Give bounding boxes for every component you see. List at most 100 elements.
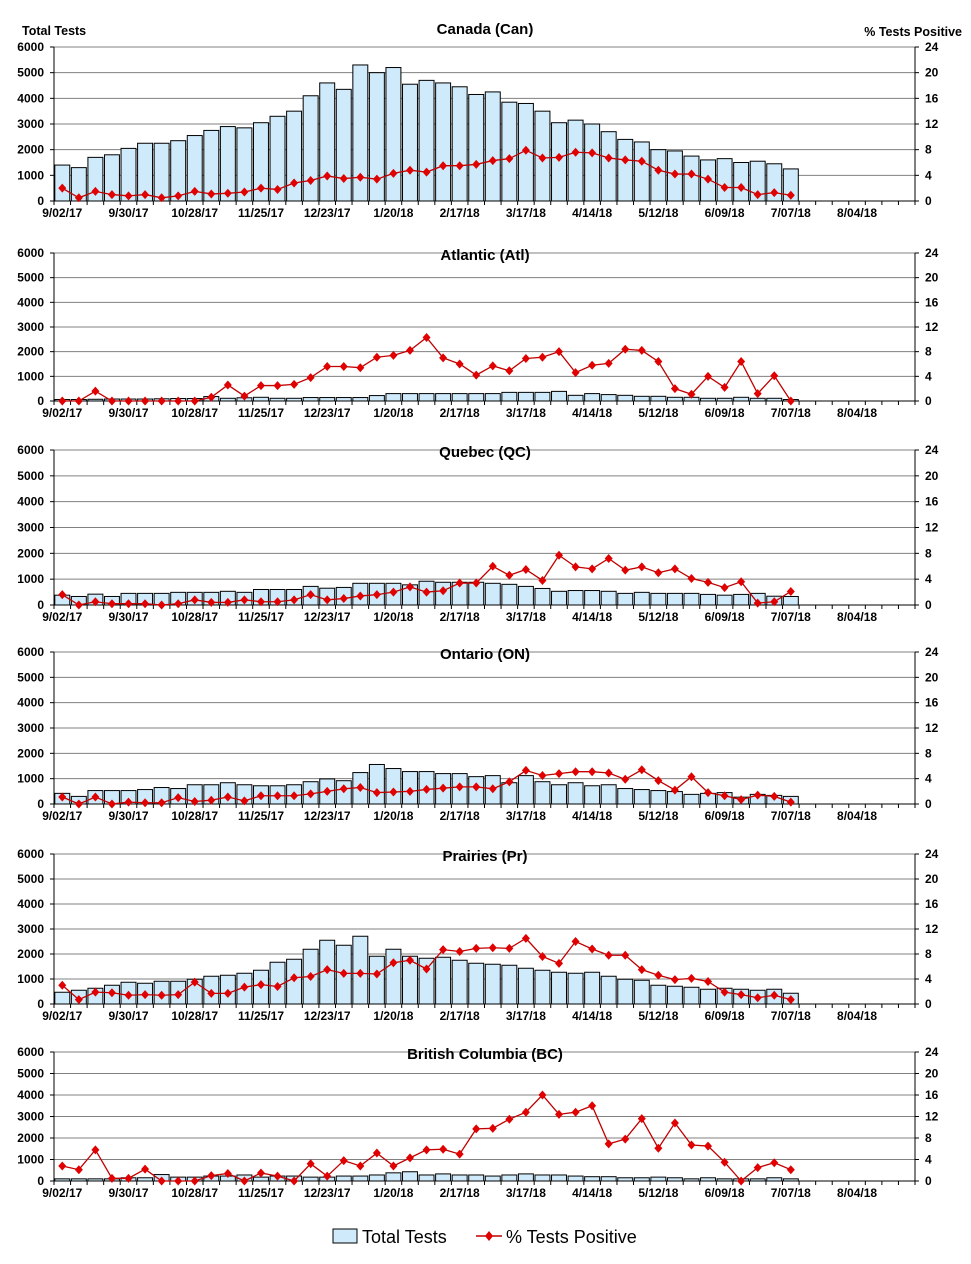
marker-pct-positive xyxy=(786,586,795,596)
marker-pct-positive xyxy=(372,1148,381,1158)
marker-pct-positive xyxy=(107,1173,116,1183)
bar-total-tests xyxy=(650,395,667,402)
marker-pct-positive xyxy=(770,990,779,1000)
bar-total-tests xyxy=(567,1175,584,1182)
marker-pct-positive xyxy=(704,371,713,381)
bar-total-tests xyxy=(683,986,700,1005)
marker-pct-positive xyxy=(621,950,630,960)
y2-tick-label: 24 xyxy=(925,1045,939,1059)
marker-pct-positive xyxy=(737,795,746,805)
bar-total-tests xyxy=(484,91,501,202)
x-tick-label: 5/12/18 xyxy=(638,1186,678,1200)
marker-pct-positive xyxy=(704,977,713,986)
marker-pct-positive xyxy=(786,797,795,807)
x-tick-label: 8/04/18 xyxy=(837,206,877,220)
bar-total-tests xyxy=(269,397,286,402)
bar-total-tests xyxy=(567,972,584,1005)
bar-total-tests xyxy=(435,393,452,402)
marker-pct-positive xyxy=(422,167,431,177)
bar-total-tests xyxy=(186,135,203,202)
x-tick-label: 1/20/18 xyxy=(373,809,413,823)
marker-pct-positive xyxy=(290,178,299,188)
bar-total-tests xyxy=(633,789,650,805)
marker-pct-positive xyxy=(786,995,795,1005)
y2-tick-label: 24 xyxy=(925,645,939,659)
x-tick-label: 7/07/18 xyxy=(771,406,811,420)
y2-tick-label: 0 xyxy=(925,797,932,811)
panel-4: 0 1000 2000 3000 4000 5000 6000 0 4 8 12 16 20 24 9/02… xyxy=(17,847,938,1023)
bar-total-tests xyxy=(534,1174,551,1182)
bar-total-tests xyxy=(716,594,733,606)
marker-pct-positive xyxy=(737,183,746,193)
x-tick-label: 9/30/17 xyxy=(108,1186,148,1200)
bar-total-tests xyxy=(54,164,71,202)
marker-pct-positive xyxy=(654,165,663,175)
chart-title: British Columbia (BC) xyxy=(407,1046,563,1063)
x-tick-label: 10/28/17 xyxy=(171,206,218,220)
bar-total-tests xyxy=(385,948,402,1005)
marker-pct-positive xyxy=(621,565,630,575)
marker-pct-positive xyxy=(306,789,315,799)
marker-pct-positive xyxy=(521,353,530,363)
marker-pct-positive xyxy=(323,965,332,975)
y2-tick-label: 16 xyxy=(925,1088,939,1102)
marker-pct-positive xyxy=(704,577,713,587)
bar-total-tests xyxy=(551,784,567,805)
marker-pct-positive xyxy=(670,975,679,985)
marker-pct-positive xyxy=(240,1176,249,1186)
legend: Total Tests % Tests Positive xyxy=(332,1227,637,1247)
marker-pct-positive xyxy=(58,1161,67,1171)
marker-pct-positive xyxy=(488,1123,497,1133)
bar-total-tests xyxy=(418,1174,435,1182)
legend-line-label: % Tests Positive xyxy=(506,1227,637,1247)
bar-total-tests xyxy=(683,793,700,805)
marker-pct-positive xyxy=(223,988,232,998)
marker-pct-positive xyxy=(555,1109,564,1119)
bar-total-tests xyxy=(484,582,501,606)
bar-total-tests xyxy=(302,1176,319,1182)
marker-pct-positive xyxy=(223,188,232,198)
marker-pct-positive xyxy=(472,782,481,792)
bar-total-tests xyxy=(335,1175,352,1182)
marker-pct-positive xyxy=(555,152,564,162)
marker-pct-positive xyxy=(256,381,265,391)
marker-pct-positive xyxy=(621,344,630,354)
x-tick-label: 11/25/17 xyxy=(238,206,284,220)
bar-total-tests xyxy=(170,140,187,202)
x-tick-label: 6/09/18 xyxy=(705,610,745,624)
bar-total-tests xyxy=(385,67,402,202)
marker-pct-positive xyxy=(505,570,514,580)
marker-pct-positive xyxy=(455,161,464,171)
bar-total-tests xyxy=(567,394,584,402)
marker-pct-positive xyxy=(207,189,216,199)
marker-pct-positive xyxy=(91,987,100,997)
bar-total-tests xyxy=(252,1176,269,1182)
x-tick-label: 7/07/18 xyxy=(771,809,811,823)
y-tick-label: 2000 xyxy=(17,345,44,359)
x-tick-label: 9/30/17 xyxy=(108,1009,148,1023)
marker-pct-positive xyxy=(588,944,597,954)
bar-total-tests xyxy=(666,985,683,1005)
bar-total-tests xyxy=(567,119,584,202)
marker-pct-positive xyxy=(356,363,365,373)
y2-tick-label: 4 xyxy=(925,772,932,786)
bar-total-tests xyxy=(534,781,551,805)
marker-pct-positive xyxy=(670,169,679,179)
x-tick-label: 7/07/18 xyxy=(771,610,811,624)
x-tick-label: 9/30/17 xyxy=(108,809,148,823)
y-tick-label: 6000 xyxy=(17,443,44,457)
marker-pct-positive xyxy=(240,595,249,605)
y2-tick-label: 0 xyxy=(925,394,932,408)
bar-total-tests xyxy=(666,1177,683,1182)
x-tick-label: 2/17/18 xyxy=(440,1009,480,1023)
chart-title: Ontario (ON) xyxy=(440,646,530,663)
y2-tick-label: 0 xyxy=(925,598,932,612)
y-tick-label: 4000 xyxy=(17,897,44,911)
y2-tick-label: 12 xyxy=(925,922,939,936)
x-tick-label: 9/02/17 xyxy=(42,406,82,420)
bar-total-tests xyxy=(368,72,385,202)
marker-pct-positive xyxy=(737,990,746,1000)
x-tick-label: 12/23/17 xyxy=(304,809,351,823)
y-tick-label: 6000 xyxy=(17,1045,44,1059)
